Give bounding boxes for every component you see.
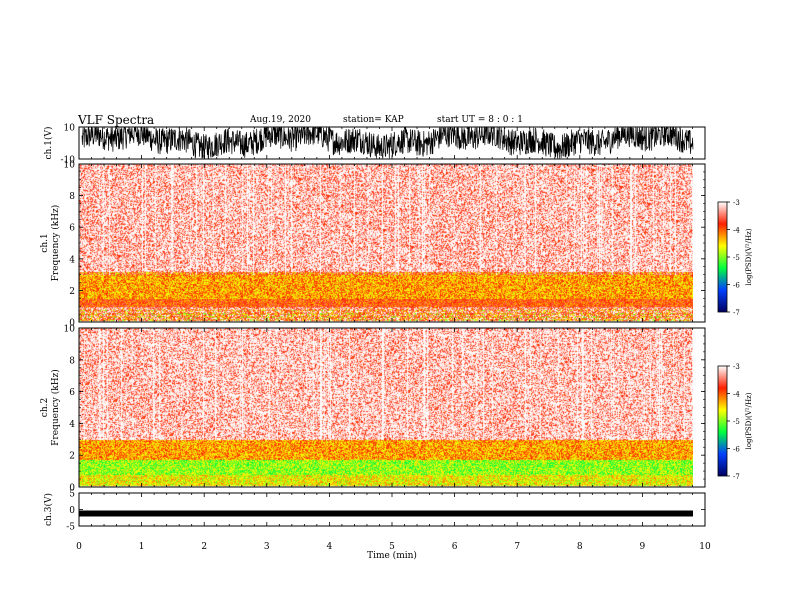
- y-tick-label: 10: [64, 325, 76, 335]
- y-tick-label: 8: [69, 356, 75, 366]
- ch1-waveform-trace: [81, 126, 694, 159]
- y-tick-label: 4: [69, 420, 75, 430]
- ch2-spectrogram-image: [79, 328, 693, 487]
- y-tick-label: 10: [64, 124, 76, 134]
- ch1-frequency-axis-label: ch.1: [40, 233, 50, 252]
- ch3-waveform-frame: [78, 492, 706, 527]
- y-tick-label: 6: [69, 224, 75, 234]
- y-tick-label: 0: [69, 484, 75, 494]
- y-tick-label: 2: [69, 452, 75, 462]
- ch3-voltage-axis-label: ch.3(V): [43, 493, 54, 526]
- y-tick-label: 8: [69, 192, 75, 202]
- colorbar-tick-label: -4: [733, 391, 740, 399]
- colorbar-1: [717, 201, 728, 313]
- x-tick-label: 3: [264, 542, 270, 552]
- y-tick-label: 4: [69, 255, 75, 265]
- y-tick-label: 6: [69, 388, 75, 398]
- ch1-spectrogram-image: [79, 164, 693, 322]
- colorbar-tick-label: -7: [733, 309, 740, 317]
- x-tick-label: 0: [76, 542, 82, 552]
- y-tick-label: 10: [64, 161, 76, 171]
- ch1-voltage-axis-label: ch.1(V): [43, 127, 54, 160]
- ch2-frequency-axis-label: Frequency (kHz): [50, 369, 61, 446]
- colorbar-tick-label: -5: [733, 418, 740, 426]
- x-tick-label: 10: [699, 542, 711, 552]
- colorbar-tick-label: -5: [733, 254, 740, 262]
- colorbar-tick-label: -6: [733, 446, 740, 454]
- start-time-label: start UT = 8 : 0 : 1: [437, 115, 523, 125]
- colorbar-label: log(PSD)(V²/Hz): [745, 228, 753, 285]
- x-tick-label: 4: [327, 542, 333, 552]
- x-tick-label: 8: [577, 542, 583, 552]
- colorbar-tick-label: -3: [733, 363, 740, 371]
- ch1-frequency-axis-label: Frequency (kHz): [50, 205, 61, 282]
- chart-title: VLF Spectra: [78, 113, 155, 127]
- x-axis-label: Time (min): [367, 550, 417, 561]
- station-label: station= KAP: [343, 115, 404, 125]
- y-tick-label: 0: [69, 319, 75, 329]
- x-tick-label: 9: [640, 542, 646, 552]
- ch2-frequency-axis-label: ch.2: [40, 398, 50, 417]
- x-tick-label: 7: [514, 542, 520, 552]
- x-tick-label: 2: [201, 542, 207, 552]
- colorbar-tick-label: -6: [733, 282, 740, 290]
- y-tick-label: -5: [66, 523, 75, 533]
- colorbar-tick-label: -4: [733, 227, 740, 235]
- date-label: Aug.19, 2020: [250, 115, 311, 125]
- colorbar-2: [717, 365, 728, 477]
- x-tick-label: 1: [139, 542, 145, 552]
- y-tick-label: 5: [69, 490, 75, 500]
- colorbar-tick-label: -3: [733, 199, 740, 207]
- y-tick-label: 2: [69, 287, 75, 297]
- colorbar-label: log(PSD)(V²/Hz): [745, 392, 753, 449]
- x-tick-label: 6: [452, 542, 458, 552]
- y-tick-label: 0: [69, 506, 75, 516]
- colorbar-tick-label: -7: [733, 473, 740, 481]
- x-tick-label: 5: [389, 542, 395, 552]
- ch3-waveform-trace: [79, 510, 693, 517]
- y-tick-label: -10: [61, 156, 76, 166]
